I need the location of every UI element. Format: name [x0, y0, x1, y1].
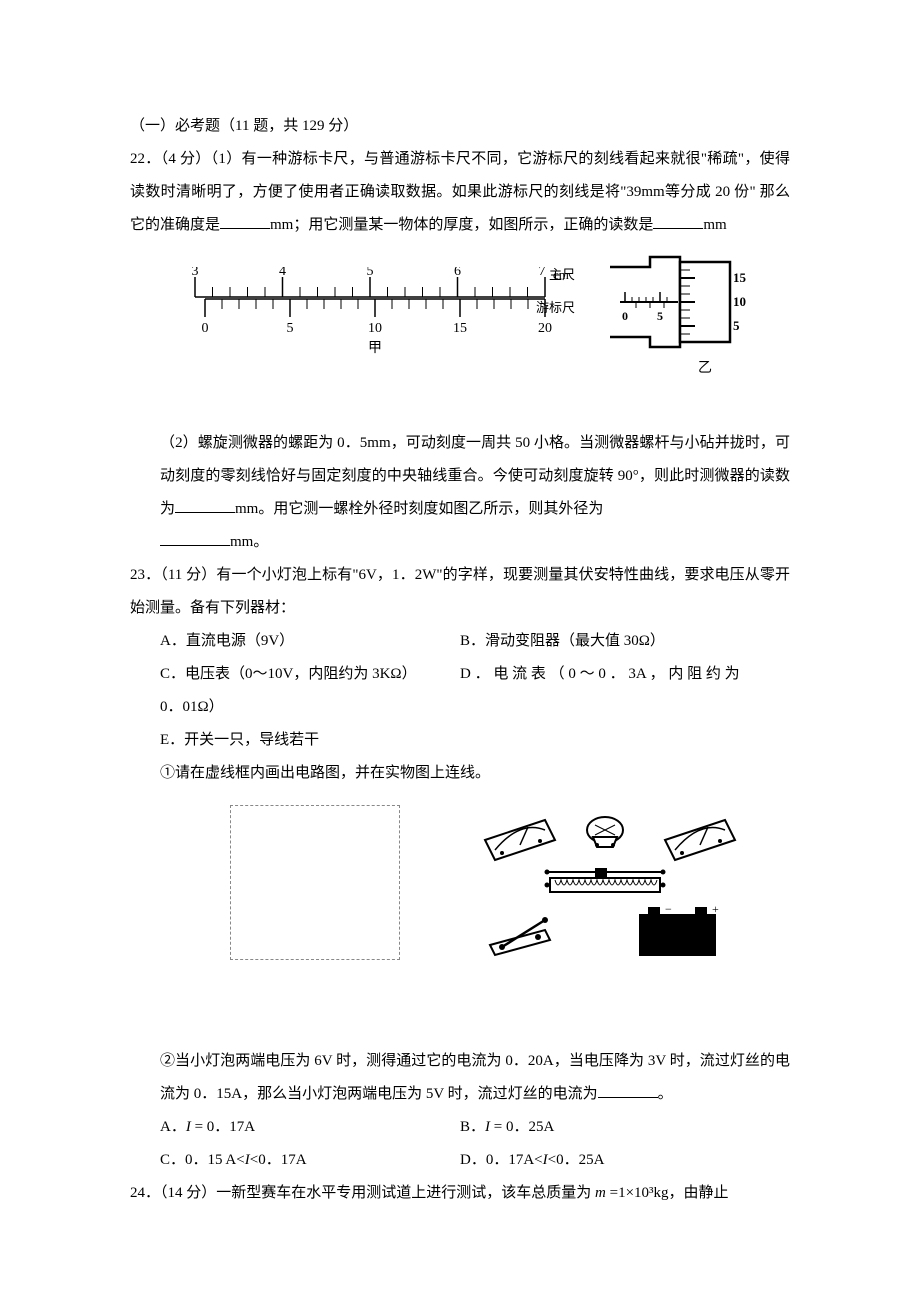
- q23-optD: D ． 电 流 表 （ 0 ～ 0 ． 3A ， 内 阻 约 为: [460, 658, 790, 691]
- q23-step2: ②当小灯泡两端电压为 6V 时，测得通过它的电流为 0．20A，当电压降为 3V…: [130, 1045, 790, 1111]
- q23-row-ab: A．直流电源（9V） B．滑动变阻器（最大值 30Ω）: [130, 625, 790, 658]
- components-diagram: − +: [480, 805, 740, 965]
- battery-icon: − +: [640, 902, 719, 955]
- svg-text:5: 5: [367, 267, 374, 279]
- svg-text:7: 7: [539, 267, 546, 279]
- svg-text:0: 0: [622, 309, 628, 323]
- svg-text:+: +: [712, 902, 719, 916]
- blank-accuracy: [220, 214, 270, 229]
- blank-micrometer-1: [175, 498, 235, 513]
- q22-part2: （2）螺旋测微器的螺距为 0．5mm，可动刻度一周共 50 小格。当测微器螺杆与…: [130, 427, 790, 526]
- q23-step2-dot: 。: [658, 1086, 673, 1102]
- rheostat-icon: [545, 868, 666, 892]
- q22-unit2: mm: [703, 217, 726, 233]
- q23-ans-row-ab: A．I = 0．17A B．I = 0．25A: [130, 1111, 790, 1144]
- q23-ansB: B．I = 0．25A: [460, 1111, 790, 1144]
- q23-ansD: D．0．17A<I<0．25A: [460, 1144, 790, 1177]
- q23-optC: C．电压表（0～10V，内阻约为 3KΩ）: [160, 658, 460, 691]
- svg-text:5: 5: [733, 318, 740, 333]
- svg-text:0: 0: [202, 321, 209, 336]
- svg-text:20: 20: [538, 321, 552, 336]
- bulb-icon: [587, 817, 623, 847]
- q24-m: m: [595, 1185, 606, 1201]
- svg-text:15: 15: [453, 321, 467, 336]
- q24-header: 24．（14 分）一新型赛车在水平专用测试道上进行测试，该车总质量为 m =1×…: [130, 1177, 790, 1210]
- q23-optB: B．滑动变阻器（最大值 30Ω）: [460, 625, 790, 658]
- q23-header: 23．（11 分）有一个小灯泡上标有"6V，1．2W"的字样，现要测量其伏安特性…: [130, 559, 790, 625]
- svg-text:15: 15: [733, 270, 747, 285]
- q23-step2-text: ②当小灯泡两端电压为 6V 时，测得通过它的电流为 0．20A，当电压降为 3V…: [160, 1053, 790, 1102]
- blank-current: [598, 1083, 658, 1098]
- q22-unit3: mm。用它测一螺栓外径时刻度如图乙所示，则其外径为: [235, 501, 603, 517]
- svg-text:3: 3: [192, 267, 199, 279]
- circuit-draw-box: [230, 805, 400, 960]
- svg-text:10: 10: [368, 321, 382, 336]
- voltmeter-icon: [485, 820, 555, 860]
- svg-text:5: 5: [287, 321, 294, 336]
- q23-row-cd: C．电压表（0～10V，内阻约为 3KΩ） D ． 电 流 表 （ 0 ～ 0 …: [130, 658, 790, 691]
- svg-text:5: 5: [657, 309, 663, 323]
- q24-text-b: =1×10³kg，由静止: [606, 1185, 729, 1201]
- svg-text:甲: 甲: [368, 341, 382, 356]
- q23-ansA: A．I = 0．17A: [160, 1111, 460, 1144]
- q22-unit4: mm。: [230, 534, 268, 550]
- vernier-caliper-diagram: 3 4 5 6 7 cm 主尺: [165, 267, 585, 367]
- svg-text:主尺: 主尺: [549, 267, 575, 282]
- svg-text:6: 6: [454, 267, 461, 279]
- blank-micrometer-2: [160, 531, 230, 546]
- q22-part2-end: mm。: [130, 526, 790, 559]
- svg-text:乙: 乙: [698, 360, 712, 376]
- switch-icon: [490, 917, 550, 955]
- q23-optE: E．开关一只，导线若干: [130, 724, 790, 757]
- section-header: （一）必考题（11 题，共 129 分）: [130, 110, 790, 143]
- svg-text:游标尺: 游标尺: [536, 300, 575, 315]
- q24-text-a: 24．（14 分）一新型赛车在水平专用测试道上进行测试，该车总质量为: [130, 1185, 595, 1201]
- q23-ansC: C．0．15 A<I<0．17A: [160, 1144, 460, 1177]
- micrometer-diagram: 0 5 15 10 5 乙: [605, 252, 755, 382]
- q23-step1: ①请在虚线框内画出电路图，并在实物图上连线。: [130, 757, 790, 790]
- q22-part1: 22．（4 分）（1）有一种游标卡尺，与普通游标卡尺不同，它游标尺的刻线看起来就…: [130, 143, 790, 242]
- q23-ans-row-cd: C．0．15 A<I<0．17A D．0．17A<I<0．25A: [130, 1144, 790, 1177]
- ammeter-icon: [665, 820, 735, 860]
- svg-text:10: 10: [733, 294, 746, 309]
- q22-unit1: mm；用它测量某一物体的厚度，如图所示，正确的读数是: [270, 217, 653, 233]
- figure-row-1: 3 4 5 6 7 cm 主尺: [130, 252, 790, 382]
- svg-text:4: 4: [279, 267, 286, 279]
- q23-optD2: 0．01Ω）: [130, 691, 790, 724]
- blank-reading: [653, 214, 703, 229]
- q23-optA: A．直流电源（9V）: [160, 625, 460, 658]
- svg-text:−: −: [665, 902, 672, 916]
- circuit-area: − +: [130, 805, 790, 965]
